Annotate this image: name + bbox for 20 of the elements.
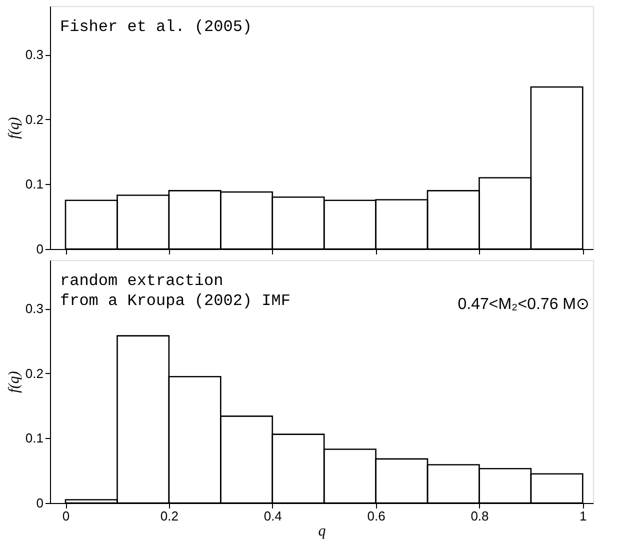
x-tick-label: 0.8: [470, 508, 489, 524]
y-tick-label: 0.2: [25, 112, 44, 127]
annotation: 0.47<M₂<0.76 M⊙: [458, 296, 589, 313]
y-tick-label: 0.2: [25, 366, 44, 381]
annotation: Fisher et al. (2005): [60, 18, 252, 36]
y-axis-title: f(q): [6, 117, 22, 139]
x-tick-label: 0.4: [264, 508, 282, 524]
y-tick-label: 0.3: [25, 301, 44, 316]
y-tick-label: 0.1: [25, 430, 44, 446]
y-tick-label: 0: [36, 496, 44, 510]
x-tick-label: 0: [62, 508, 70, 524]
x-axis-title: q: [318, 524, 326, 540]
annotation: random extraction from a Kroupa (2002) IMF: [60, 272, 290, 310]
x-tick-label: 0.6: [367, 508, 386, 524]
y-axis-title: f(q): [6, 371, 22, 393]
x-tick-label: 0.2: [160, 508, 178, 524]
y-tick-label: 0.3: [25, 47, 44, 62]
x-tick-label: 1: [580, 508, 587, 524]
y-tick-label: 0.1: [25, 176, 44, 192]
y-tick-label: 0: [36, 242, 44, 256]
